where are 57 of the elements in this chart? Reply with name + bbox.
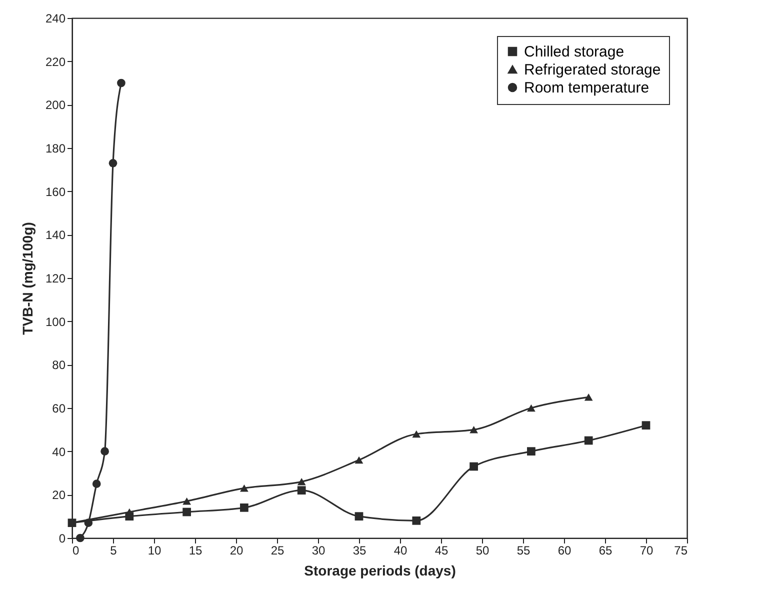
y-tick-label: 20 [52,488,66,502]
x-tick-label: 0 [72,544,80,558]
x-tick-label: 40 [394,544,408,558]
x-tick-label: 25 [270,544,284,558]
point [412,516,421,525]
x-tick-label: 20 [230,544,244,558]
point [76,534,84,542]
point [240,503,248,512]
point [297,478,306,486]
point [117,78,126,88]
point [100,447,109,456]
x-tick-label: 70 [640,544,654,558]
x-axis-title: Storage periods (days) [304,562,456,578]
x-tick-label: 65 [598,544,612,558]
point [354,512,364,521]
x-tick-label: 50 [476,544,490,558]
y-tick-label: 100 [45,314,66,329]
y-tick-label: 140 [45,228,66,242]
y-tick-label: 240 [45,12,66,26]
point [182,508,191,516]
x-tick-label: 30 [312,544,326,558]
point [182,498,191,505]
point [584,436,593,445]
point [108,158,118,168]
x-tick-label: 10 [148,544,162,558]
point [84,518,93,528]
y-tick-label: 80 [52,358,66,372]
y-axis-title: TVB-N (mg/100g) [19,222,36,335]
x-tick-label: 75 [674,544,688,558]
y-tick-label: 200 [45,98,66,112]
point [354,456,364,464]
x-tick-label: 55 [516,544,530,558]
x-tick-label: 60 [558,544,572,558]
point [527,404,536,412]
x-tick-label: 35 [352,544,366,558]
y-tick-label: 160 [45,184,66,199]
point [584,394,593,401]
point [470,426,478,434]
point [470,462,478,471]
y-tick-label: 60 [52,402,66,416]
y-tick-label: 180 [45,142,66,156]
point [240,484,248,492]
y-tick-label: 0 [58,532,66,546]
point [297,486,306,495]
point [527,447,536,456]
x-tick-label: 5 [110,544,118,558]
y-tick-label: 120 [45,272,66,286]
y-tick-label: 40 [52,444,66,459]
point [412,430,421,438]
x-tick-label: 45 [434,544,448,558]
legend-label: Chilled storage [524,44,624,60]
legend-label: Refrigerated storage [524,62,661,78]
legend-label: Room temperature [524,80,650,96]
point [92,480,101,488]
y-tick-label: 220 [45,54,66,69]
point [642,421,650,430]
x-tick-label: 15 [188,544,202,558]
